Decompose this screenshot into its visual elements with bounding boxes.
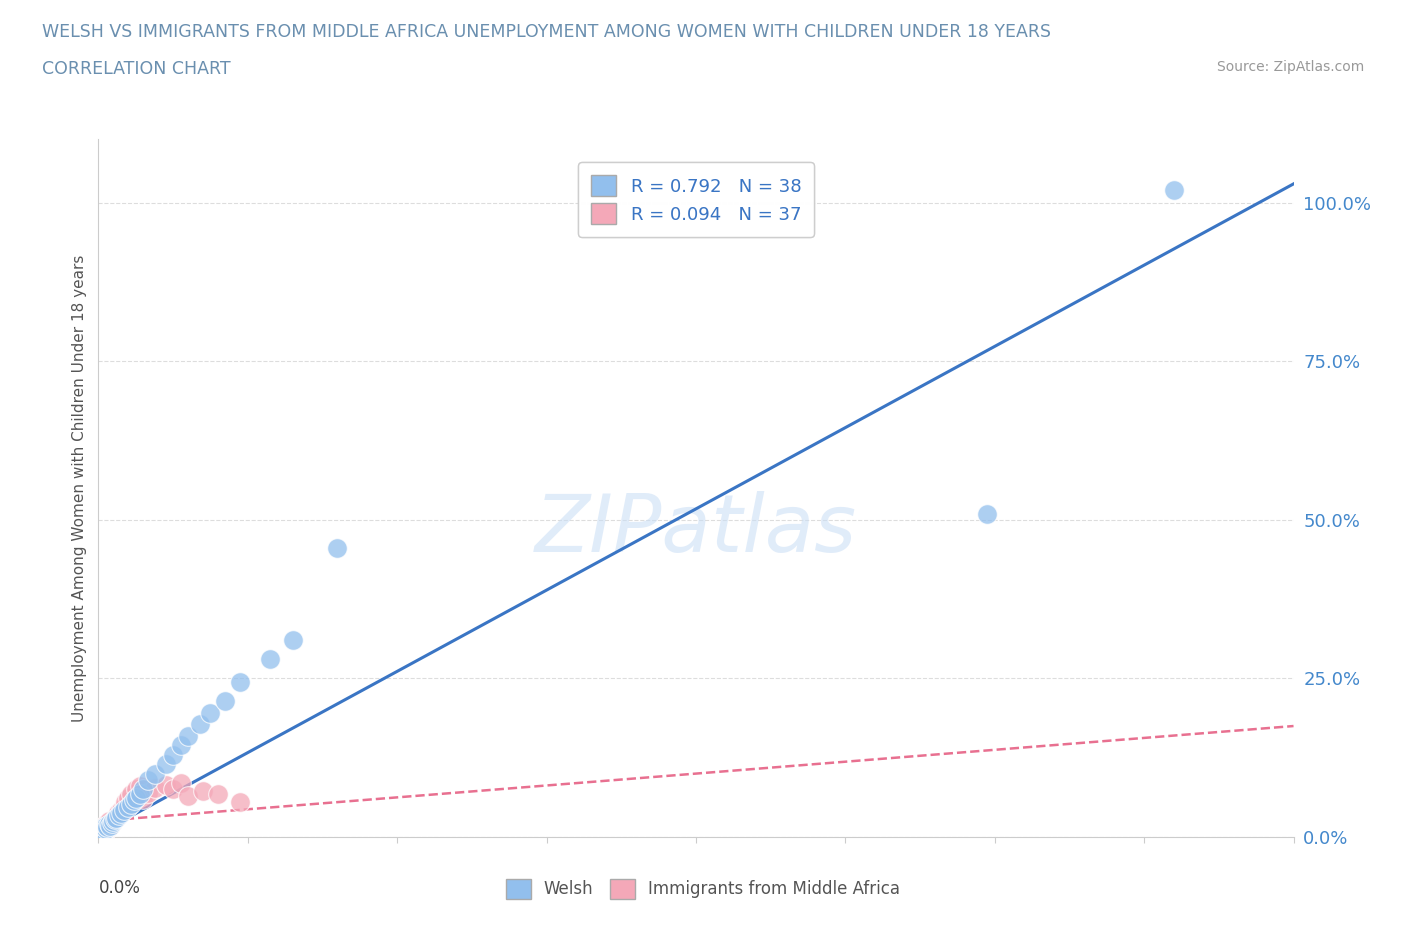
Point bbox=[91, 823, 114, 838]
Point bbox=[90, 827, 112, 842]
Point bbox=[91, 825, 114, 840]
Point bbox=[191, 784, 214, 799]
Legend: Welsh, Immigrants from Middle Africa: Welsh, Immigrants from Middle Africa bbox=[492, 866, 914, 912]
Point bbox=[1163, 183, 1185, 198]
Point bbox=[169, 737, 191, 752]
Point bbox=[129, 778, 152, 793]
Point bbox=[89, 827, 111, 842]
Point bbox=[114, 794, 136, 809]
Point bbox=[94, 822, 117, 837]
Point bbox=[229, 674, 252, 689]
Point bbox=[93, 823, 115, 838]
Text: Source: ZipAtlas.com: Source: ZipAtlas.com bbox=[1216, 60, 1364, 74]
Point bbox=[281, 633, 304, 648]
Point bbox=[976, 506, 998, 521]
Point bbox=[188, 717, 211, 732]
Legend: R = 0.792   N = 38, R = 0.094   N = 37: R = 0.792 N = 38, R = 0.094 N = 37 bbox=[578, 163, 814, 237]
Point bbox=[94, 823, 117, 838]
Point bbox=[91, 822, 114, 837]
Point bbox=[107, 805, 129, 820]
Point bbox=[93, 818, 115, 833]
Point bbox=[200, 706, 222, 721]
Point bbox=[229, 794, 252, 809]
Point bbox=[214, 693, 236, 708]
Point bbox=[110, 805, 132, 820]
Point bbox=[105, 811, 128, 826]
Point bbox=[110, 803, 132, 817]
Point bbox=[94, 817, 117, 831]
Point bbox=[117, 790, 139, 805]
Point bbox=[169, 776, 191, 790]
Point bbox=[259, 652, 281, 667]
Point bbox=[132, 791, 155, 806]
Point bbox=[112, 803, 135, 817]
Point bbox=[98, 818, 122, 833]
Point bbox=[326, 541, 349, 556]
Point bbox=[177, 789, 200, 804]
Point bbox=[101, 816, 124, 830]
Text: WELSH VS IMMIGRANTS FROM MIDDLE AFRICA UNEMPLOYMENT AMONG WOMEN WITH CHILDREN UN: WELSH VS IMMIGRANTS FROM MIDDLE AFRICA U… bbox=[42, 23, 1052, 41]
Point bbox=[177, 728, 200, 743]
Point bbox=[125, 790, 148, 805]
Point bbox=[105, 809, 128, 824]
Point bbox=[97, 817, 120, 831]
Point bbox=[91, 820, 114, 835]
Point bbox=[93, 825, 115, 840]
Point bbox=[98, 818, 122, 833]
Text: CORRELATION CHART: CORRELATION CHART bbox=[42, 60, 231, 78]
Point bbox=[129, 787, 152, 802]
Point bbox=[136, 773, 159, 788]
Point bbox=[104, 812, 127, 827]
Point bbox=[104, 812, 127, 827]
Point bbox=[155, 777, 177, 792]
Point bbox=[162, 747, 184, 762]
Text: ZIPatlas: ZIPatlas bbox=[534, 491, 858, 569]
Point bbox=[124, 792, 146, 807]
Point bbox=[103, 814, 125, 829]
Point bbox=[136, 785, 159, 800]
Text: 0.0%: 0.0% bbox=[98, 879, 141, 897]
Point bbox=[97, 820, 120, 835]
Point bbox=[120, 797, 142, 812]
Point bbox=[89, 829, 111, 844]
Point bbox=[207, 787, 229, 802]
Point bbox=[125, 782, 148, 797]
Point bbox=[101, 816, 124, 830]
Point bbox=[162, 782, 184, 797]
Point bbox=[117, 799, 139, 814]
Point bbox=[96, 822, 118, 837]
Point bbox=[143, 780, 166, 795]
Y-axis label: Unemployment Among Women with Children Under 18 years: Unemployment Among Women with Children U… bbox=[72, 255, 87, 722]
Point bbox=[155, 757, 177, 772]
Point bbox=[91, 826, 114, 841]
Point bbox=[97, 814, 120, 829]
Point bbox=[120, 787, 142, 802]
Point bbox=[143, 766, 166, 781]
Point bbox=[103, 814, 125, 829]
Point bbox=[94, 818, 117, 833]
Point bbox=[93, 820, 115, 835]
Point bbox=[90, 822, 112, 837]
Point bbox=[96, 820, 118, 835]
Point bbox=[112, 799, 135, 814]
Point bbox=[108, 807, 131, 822]
Point bbox=[132, 782, 155, 797]
Point bbox=[90, 825, 112, 840]
